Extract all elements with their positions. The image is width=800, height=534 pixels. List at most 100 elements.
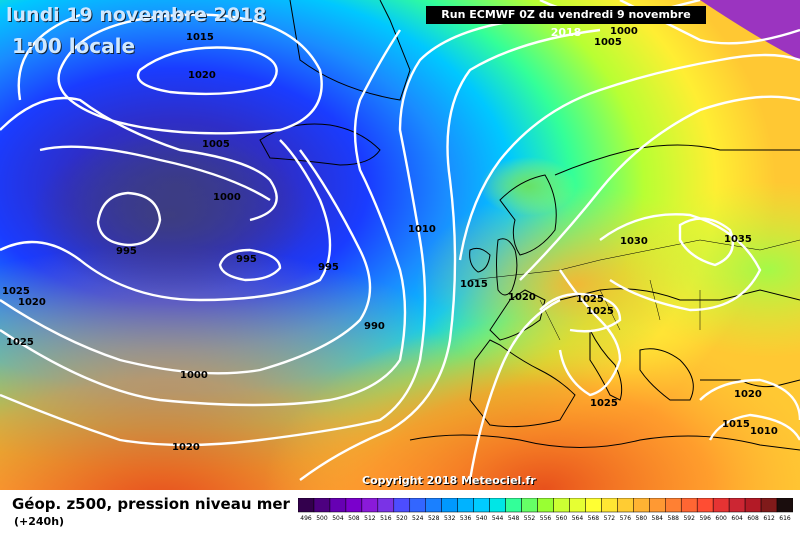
legend-bar: Géop. z500, pression niveau mer (+240h) … bbox=[0, 490, 800, 534]
scale-tick-label: 552 bbox=[524, 515, 536, 522]
isobar-label: 1025 bbox=[6, 337, 34, 348]
scale-tick-label: 604 bbox=[731, 515, 743, 522]
scale-tick-label: 616 bbox=[779, 515, 791, 522]
isobar-label: 995 bbox=[116, 246, 137, 257]
scale-tick-label: 612 bbox=[763, 515, 775, 522]
weather-map: 1015 1020 1005 1000 995 995 995 990 1025… bbox=[0, 0, 800, 490]
scale-swatch bbox=[776, 498, 793, 513]
scale-tick-label: 596 bbox=[699, 515, 711, 522]
isobar-label: 995 bbox=[318, 262, 339, 273]
scale-tick-label: 520 bbox=[396, 515, 408, 522]
scale-tick-label: 544 bbox=[492, 515, 504, 522]
isobars bbox=[0, 0, 800, 480]
isobar-label: 1015 bbox=[186, 32, 214, 43]
scale-tick-label: 496 bbox=[300, 515, 312, 522]
isobar-label: 1000 bbox=[180, 370, 208, 381]
isobar-label: 1035 bbox=[724, 234, 752, 245]
color-scale: 496 500 504 508 512 516 520 524 528 532 536 540 544 5… bbox=[298, 498, 793, 522]
scale-tick-label: 536 bbox=[460, 515, 472, 522]
isobar-label: 1000 bbox=[610, 26, 638, 37]
scale-tick-label: 524 bbox=[412, 515, 424, 522]
scale-tick-label: 584 bbox=[652, 515, 664, 522]
isobar-label: 1020 bbox=[18, 297, 46, 308]
scale-swatch bbox=[760, 498, 778, 513]
scale-tick-label: 500 bbox=[316, 515, 328, 522]
scale-swatch bbox=[665, 498, 682, 513]
scale-swatch bbox=[728, 498, 746, 513]
scale-swatch bbox=[393, 498, 411, 513]
scale-swatch bbox=[633, 498, 650, 513]
scale-swatch bbox=[345, 498, 363, 513]
isobar-label: 1015 bbox=[722, 419, 750, 430]
scale-tick-label: 608 bbox=[747, 515, 759, 522]
scale-swatch bbox=[298, 498, 315, 513]
isobar-label: 1020 bbox=[734, 389, 762, 400]
legend-title: Géop. z500, pression niveau mer bbox=[12, 495, 290, 513]
scale-tick-label: 588 bbox=[668, 515, 680, 522]
scale-swatch bbox=[712, 498, 730, 513]
isobar-label: 995 bbox=[236, 254, 257, 265]
scale-swatch bbox=[537, 498, 554, 513]
scale-tick-label: 568 bbox=[588, 515, 600, 522]
scale-swatch bbox=[553, 498, 570, 513]
scale-swatch bbox=[696, 498, 714, 513]
model-run-info: Run ECMWF 0Z du vendredi 9 novembre 2018 bbox=[426, 6, 706, 39]
scale-tick-label: 572 bbox=[604, 515, 616, 522]
scale-tick-label: 600 bbox=[715, 515, 727, 522]
isobar-label: 1020 bbox=[188, 70, 216, 81]
isobar-label: 1030 bbox=[620, 236, 648, 247]
scale-tick-label: 576 bbox=[620, 515, 632, 522]
scale-swatch bbox=[521, 498, 538, 513]
scale-tick-label: 516 bbox=[380, 515, 392, 522]
scale-swatch bbox=[601, 498, 618, 513]
scale-swatch bbox=[313, 498, 331, 513]
scale-swatch bbox=[505, 498, 522, 513]
scale-swatch bbox=[441, 498, 458, 513]
forecast-time: 1:00 locale bbox=[12, 34, 136, 58]
scale-swatch bbox=[425, 498, 442, 513]
isobar-label: 1010 bbox=[408, 224, 436, 235]
scale-tick-label: 532 bbox=[444, 515, 456, 522]
scale-tick-label: 512 bbox=[364, 515, 376, 522]
isobar-label: 1025 bbox=[590, 398, 618, 409]
scale-swatch bbox=[329, 498, 347, 513]
scale-swatch bbox=[585, 498, 602, 513]
isobar-label: 1005 bbox=[594, 37, 622, 48]
isobar-label: 1025 bbox=[586, 306, 614, 317]
scale-tick-label: 528 bbox=[428, 515, 440, 522]
scale-swatch bbox=[649, 498, 666, 513]
isobar-label: 1025 bbox=[2, 286, 30, 297]
scale-swatch bbox=[489, 498, 506, 513]
scale-swatch bbox=[744, 498, 762, 513]
scale-tick-label: 580 bbox=[636, 515, 648, 522]
isobar-label: 1005 bbox=[202, 139, 230, 150]
isobar-label: 1020 bbox=[172, 442, 200, 453]
scale-swatch bbox=[569, 498, 586, 513]
isobar-label: 1025 bbox=[576, 294, 604, 305]
scale-tick-label: 540 bbox=[476, 515, 488, 522]
scale-swatch bbox=[361, 498, 379, 513]
isobar-label: 1015 bbox=[460, 279, 488, 290]
scale-swatch bbox=[377, 498, 395, 513]
scale-swatch bbox=[457, 498, 474, 513]
isobar-label: 1010 bbox=[750, 426, 778, 437]
forecast-date: lundi 19 novembre 2018 bbox=[6, 4, 267, 26]
scale-tick-label: 556 bbox=[540, 515, 552, 522]
forecast-lead-time: (+240h) bbox=[14, 515, 65, 528]
scale-swatch bbox=[617, 498, 634, 513]
scale-swatch bbox=[409, 498, 426, 513]
isobar-label: 990 bbox=[364, 321, 385, 332]
scale-tick-label: 548 bbox=[508, 515, 520, 522]
scale-tick-label: 504 bbox=[332, 515, 344, 522]
scale-tick-label: 560 bbox=[556, 515, 568, 522]
scale-tick-label: 592 bbox=[683, 515, 695, 522]
isobar-label: 1020 bbox=[508, 292, 536, 303]
isobar-label: 1000 bbox=[213, 192, 241, 203]
scale-tick-label: 508 bbox=[348, 515, 360, 522]
scale-tick-label: 564 bbox=[572, 515, 584, 522]
isobar-labels: 1015 1020 1005 1000 995 995 995 990 1025… bbox=[2, 26, 778, 453]
copyright-notice: Copyright 2018 Meteociel.fr bbox=[362, 474, 536, 487]
scale-swatch bbox=[680, 498, 698, 513]
scale-swatch bbox=[473, 498, 490, 513]
